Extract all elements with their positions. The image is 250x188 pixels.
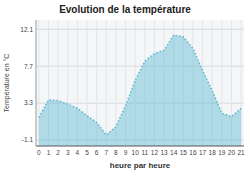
x-tick-label: 10 (132, 149, 140, 156)
y-grid-line (36, 66, 244, 67)
x-tick-label: 20 (228, 149, 236, 156)
x-tick-label: 0 (37, 149, 41, 156)
x-axis-line (36, 146, 244, 147)
x-tick-label: 12 (151, 149, 159, 156)
x-tick-label: 4 (76, 149, 80, 156)
x-tick-label: 21 (237, 149, 245, 156)
y-axis-label: Température en °C (3, 54, 11, 113)
background (0, 0, 250, 188)
series-group (39, 35, 241, 146)
x-tick-label: 18 (209, 149, 217, 156)
x-tick-label: 11 (141, 149, 148, 156)
x-tick-label: 15 (180, 149, 188, 156)
y-grid-line (36, 29, 244, 30)
line (39, 35, 241, 135)
y-tick-label: -1.1 (22, 136, 34, 143)
x-tick-label: 13 (160, 149, 168, 156)
x-tick-label: 3 (66, 149, 70, 156)
x-axis-label: heure par heure (110, 161, 171, 170)
x-tick-label: 8 (114, 149, 118, 156)
chart: 0123456789101112131415161718192021-1.13.… (0, 0, 250, 188)
x-tick-label: 17 (199, 149, 207, 156)
x-tick-label: 16 (189, 149, 197, 156)
x-tick-label: 1 (47, 149, 51, 156)
y-tick-label: 3.3 (24, 99, 33, 106)
y-axis-line (36, 20, 37, 146)
x-tick-label: 9 (124, 149, 128, 156)
title: Evolution de la température (59, 4, 191, 15)
x-tick-label: 14 (170, 149, 178, 156)
area (39, 35, 241, 146)
x-tick-label: 19 (218, 149, 226, 156)
chart-container: 0123456789101112131415161718192021-1.13.… (0, 0, 250, 188)
x-tick-label: 2 (56, 149, 60, 156)
x-grid-line (106, 20, 107, 146)
x-tick-label: 7 (104, 149, 108, 156)
plot-area (36, 20, 244, 146)
y-tick-label: 12.1 (20, 26, 33, 33)
y-tick-label: 7.7 (24, 63, 33, 70)
x-tick-label: 5 (85, 149, 89, 156)
x-tick-label: 6 (95, 149, 99, 156)
